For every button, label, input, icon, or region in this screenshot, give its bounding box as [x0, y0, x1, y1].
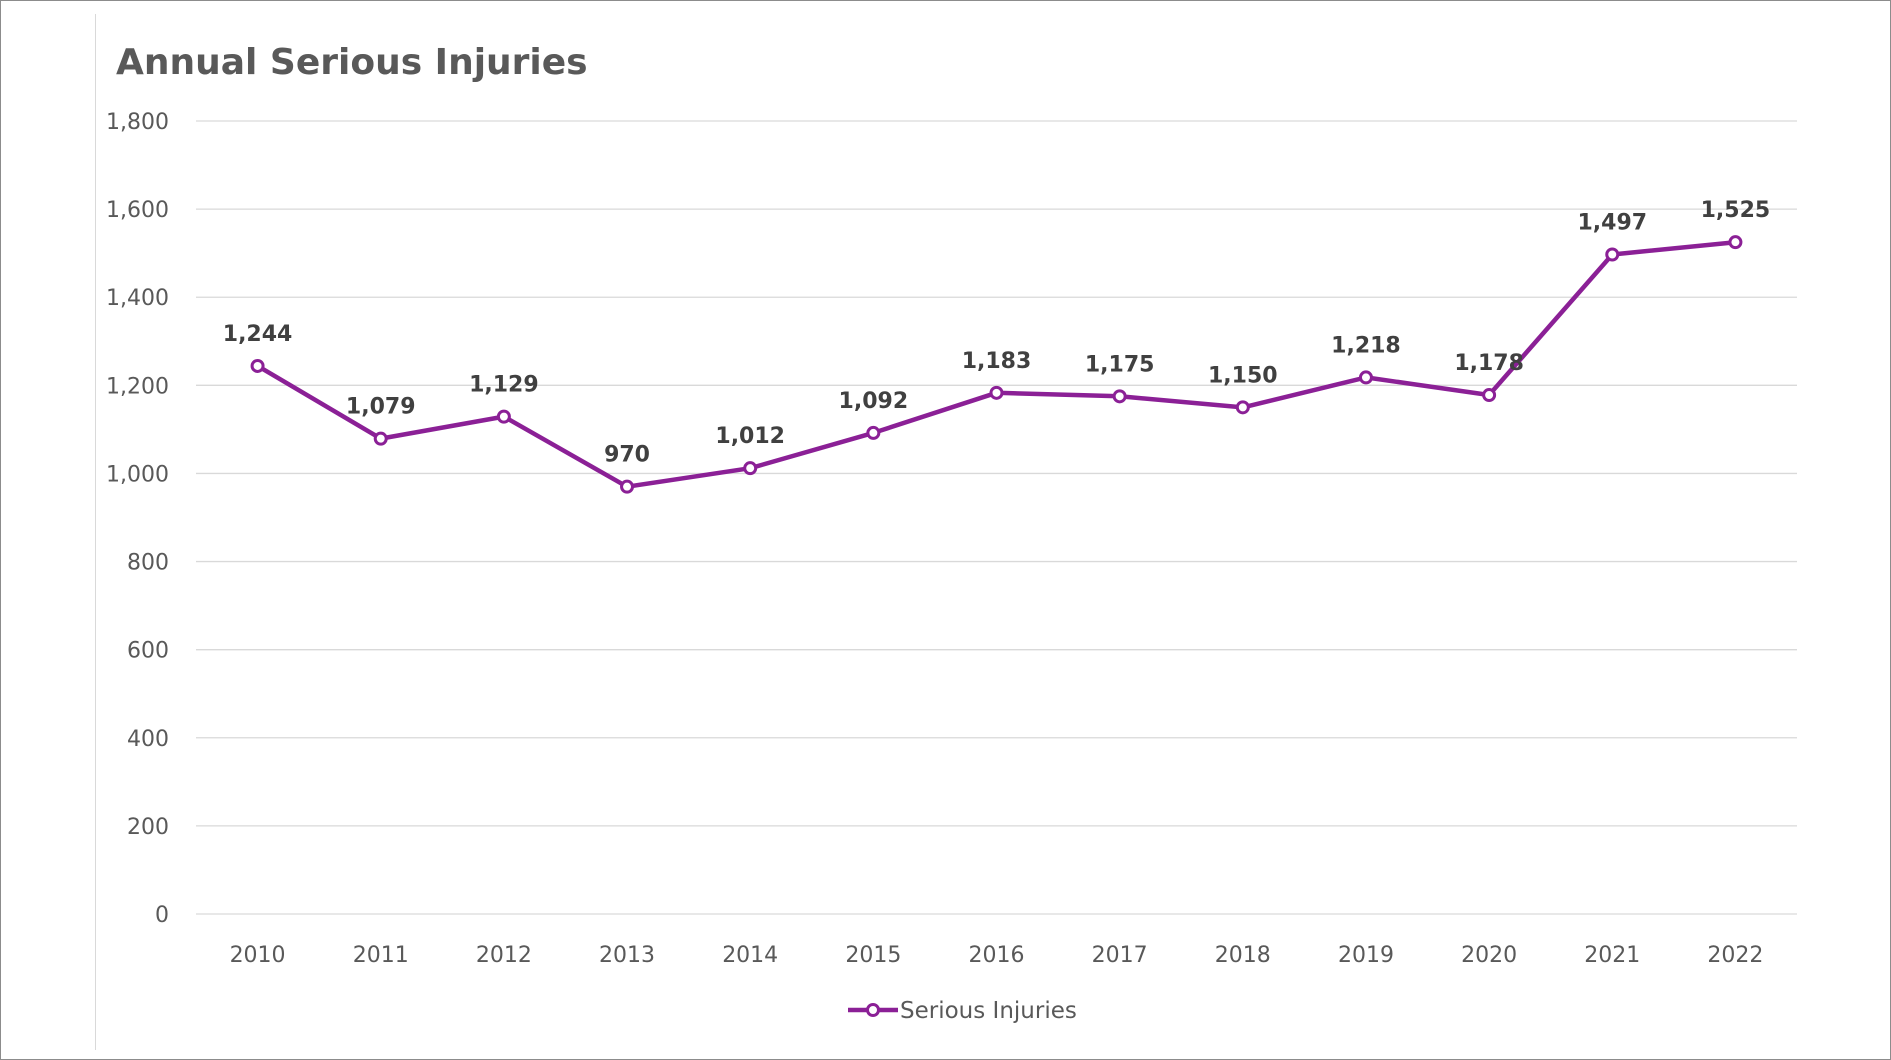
data-label: 970	[604, 443, 650, 468]
data-point[interactable]	[745, 463, 756, 474]
data-point[interactable]	[868, 427, 879, 438]
data-point[interactable]	[1360, 372, 1371, 383]
y-tick-label: 200	[127, 815, 169, 840]
legend[interactable]: Serious Injuries	[848, 998, 1077, 1024]
x-tick-label: 2021	[1584, 943, 1640, 968]
gridlines	[196, 121, 1797, 914]
x-tick-label: 2012	[476, 943, 532, 968]
data-label: 1,244	[223, 322, 293, 347]
x-tick-label: 2010	[230, 943, 286, 968]
y-tick-label: 1,800	[106, 110, 169, 135]
legend-label: Serious Injuries	[900, 998, 1077, 1024]
data-label: 1,129	[469, 373, 539, 398]
y-tick-label: 1,400	[106, 286, 169, 311]
x-tick-label: 2015	[845, 943, 901, 968]
data-label: 1,183	[962, 349, 1032, 374]
data-label: 1,497	[1577, 210, 1647, 235]
data-point[interactable]	[1607, 249, 1618, 260]
x-tick-label: 2011	[353, 943, 409, 968]
y-tick-label: 600	[127, 639, 169, 664]
y-tick-label: 800	[127, 551, 169, 576]
data-point[interactable]	[1114, 391, 1125, 402]
y-tick-label: 1,000	[106, 462, 169, 487]
x-tick-label: 2022	[1707, 943, 1763, 968]
legend-marker-swatch	[868, 1005, 879, 1016]
data-label: 1,218	[1331, 333, 1401, 358]
y-tick-label: 0	[155, 903, 169, 928]
data-label: 1,175	[1085, 352, 1155, 377]
y-tick-label: 1,200	[106, 374, 169, 399]
y-axis-ticks: 0 200 400 600 800 1,000 1,200 1,400 1,600 1,800	[106, 110, 169, 928]
x-tick-label: 2019	[1338, 943, 1394, 968]
data-label: 1,079	[346, 395, 416, 420]
data-point[interactable]	[375, 433, 386, 444]
y-tick-label: 1,600	[106, 198, 169, 223]
data-label: 1,012	[715, 424, 785, 449]
data-label: 1,092	[839, 389, 909, 414]
data-point[interactable]	[1484, 390, 1495, 401]
data-point[interactable]	[1730, 237, 1741, 248]
data-point[interactable]	[622, 481, 633, 492]
x-tick-label: 2014	[722, 943, 778, 968]
data-label: 1,525	[1701, 198, 1771, 223]
data-point[interactable]	[991, 387, 1002, 398]
x-tick-label: 2018	[1215, 943, 1271, 968]
x-tick-label: 2020	[1461, 943, 1517, 968]
x-tick-label: 2017	[1092, 943, 1148, 968]
data-point[interactable]	[252, 360, 263, 371]
data-label: 1,150	[1208, 363, 1278, 388]
x-tick-label: 2013	[599, 943, 655, 968]
data-label: 1,178	[1454, 351, 1524, 376]
x-tick-label: 2016	[969, 943, 1025, 968]
data-point[interactable]	[498, 411, 509, 422]
data-point[interactable]	[1237, 402, 1248, 413]
y-tick-label: 400	[127, 727, 169, 752]
x-axis-ticks: 2010 2011 2012 2013 2014 2015 2016 2017 2018 2019…	[230, 943, 1764, 968]
chart-title: Annual Serious Injuries	[116, 42, 588, 83]
